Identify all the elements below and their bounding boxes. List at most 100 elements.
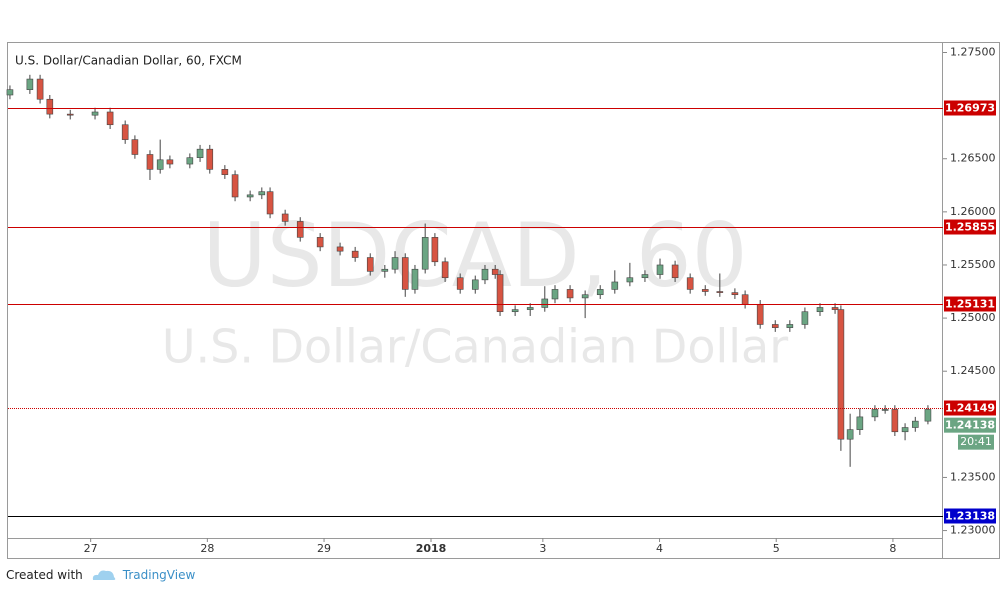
candle-body — [441, 261, 449, 279]
candle-body — [511, 309, 519, 313]
level-tag — [944, 219, 996, 235]
candle-body — [411, 268, 419, 290]
level-tag — [944, 508, 996, 524]
candle-body — [221, 169, 229, 175]
last-time-label: 20:41 — [960, 435, 992, 448]
candle-body — [401, 257, 409, 290]
x-tick-label: 8 — [889, 542, 896, 555]
logo — [92, 570, 116, 580]
candle-body — [731, 292, 739, 296]
x-tick-label: 4 — [656, 542, 663, 555]
level-label: 1.25131 — [945, 298, 995, 311]
candle-body — [6, 89, 14, 96]
x-tick-label: 3 — [539, 542, 546, 555]
candle-body — [316, 237, 324, 248]
candle-body — [131, 139, 139, 155]
candle-body — [166, 159, 174, 165]
chart-title: U.S. Dollar/Canadian Dollar, 60, FXCM — [15, 54, 242, 68]
candle-body — [491, 268, 499, 275]
candle-body — [786, 324, 794, 328]
level-label: 1.26973 — [945, 102, 995, 115]
level-tag — [944, 400, 996, 416]
candle-body — [431, 237, 439, 263]
candle-body — [716, 291, 724, 293]
y-tick-label: 1.26000 — [950, 205, 996, 218]
last-price-label: 1.24138 — [945, 419, 995, 432]
level-label: 1.23138 — [945, 510, 995, 523]
candle-body — [296, 221, 304, 238]
last-price-tag — [944, 417, 996, 433]
candle-body — [831, 307, 839, 310]
candle-body — [901, 427, 909, 433]
candle-body — [421, 237, 429, 270]
candle-body — [471, 279, 479, 290]
candle-body — [266, 191, 274, 215]
candle-body — [366, 257, 374, 272]
candle-body — [526, 307, 534, 310]
candle-body — [856, 416, 864, 430]
candle-body — [66, 113, 74, 116]
y-tick-label: 1.26500 — [950, 152, 996, 165]
candle-body — [496, 274, 504, 313]
y-axis-frame — [942, 42, 1000, 559]
candle-body — [566, 289, 574, 299]
candle-body — [36, 78, 44, 100]
y-tick-label: 1.23500 — [950, 470, 996, 483]
candle-body — [391, 257, 399, 270]
candle-body — [924, 409, 932, 422]
y-tick-label: 1.27500 — [950, 45, 996, 58]
candle-body — [816, 307, 824, 313]
candle-body — [771, 324, 779, 328]
candle-body — [626, 277, 634, 283]
candle-body — [686, 277, 694, 290]
candle-body — [641, 274, 649, 279]
last-time-tag — [958, 434, 994, 450]
candle-body — [837, 309, 845, 440]
level-tag — [944, 296, 996, 312]
candle-body — [551, 289, 559, 300]
candle-body — [26, 78, 34, 90]
candle-body — [156, 159, 164, 170]
watermark: U.S. Dollar/Canadian Dollar — [162, 320, 788, 374]
candle-body — [481, 268, 489, 281]
candle-body — [541, 298, 549, 308]
chart: USDCAD, 60 U.S. Dollar/Canadian Dollar U… — [6, 42, 1000, 559]
candle-body — [206, 148, 214, 170]
candle-body — [756, 303, 764, 325]
brand[interactable]: TradingView — [122, 568, 196, 582]
candle-body — [611, 281, 619, 290]
y-tick-label: 1.23000 — [950, 524, 996, 537]
candle-body — [381, 268, 389, 272]
x-tick-label: 29 — [317, 542, 331, 555]
candle-body — [196, 148, 204, 158]
footer-text: Created with — [6, 568, 83, 582]
candle-body — [146, 154, 154, 170]
candle-body — [656, 264, 664, 275]
candle-body — [881, 409, 889, 411]
candle-body — [246, 194, 254, 198]
candle-body — [186, 157, 194, 165]
footer: Created with TradingView — [6, 568, 195, 582]
candle-body — [281, 213, 289, 222]
y-tick-label: 1.25500 — [950, 258, 996, 271]
candle-body — [741, 294, 749, 305]
candle-body — [336, 246, 344, 252]
candle-body — [801, 311, 809, 325]
candle-body — [91, 111, 99, 116]
candle-body — [258, 191, 266, 196]
x-tick-label: 2018 — [416, 542, 447, 555]
x-tick-label: 28 — [200, 542, 214, 555]
candle-body — [671, 264, 679, 279]
x-tick-label: 27 — [84, 542, 98, 555]
candle-body — [121, 124, 129, 140]
y-tick-label: 1.24500 — [950, 364, 996, 377]
candle-body — [911, 420, 919, 428]
candle-body — [596, 289, 604, 296]
level-label: 1.25855 — [945, 221, 995, 234]
level-tag — [944, 100, 996, 116]
candle-body — [701, 289, 709, 292]
candle-body — [106, 111, 114, 126]
y-tick-label: 1.25000 — [950, 311, 996, 324]
candle-body — [846, 429, 854, 440]
